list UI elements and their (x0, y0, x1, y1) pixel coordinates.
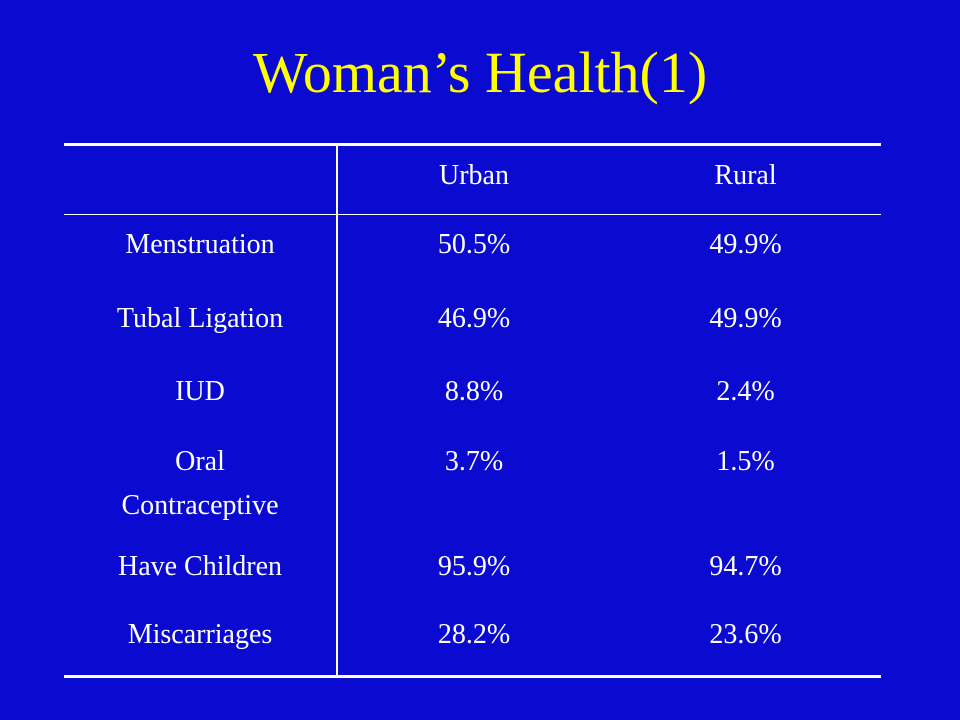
cell-iud-rural: 2.4% (716, 376, 775, 407)
row-label-oral-contraceptive-line2: Contraceptive (121, 490, 279, 521)
cell-tubal-ligation-urban: 46.9% (437, 303, 511, 334)
row-label-miscarriages: Miscarriages (127, 619, 273, 650)
table-top-rule (64, 143, 881, 146)
row-label-tubal-ligation: Tubal Ligation (116, 303, 284, 334)
cell-miscarriages-urban: 28.2% (437, 619, 511, 650)
cell-menstruation-rural: 49.9% (709, 229, 782, 260)
cell-menstruation-urban: 50.5% (437, 229, 511, 260)
data-table: Urban Rural Menstruation 50.5% 49.9% Tub… (64, 143, 881, 679)
column-header-rural: Rural (714, 160, 777, 191)
cell-oral-contraceptive-rural: 1.5% (716, 446, 775, 477)
cell-miscarriages-rural: 23.6% (709, 619, 782, 650)
table-column-divider (336, 143, 338, 678)
row-label-oral-contraceptive-line1: Oral (175, 446, 225, 477)
slide-title: Woman’s Health(1) (252, 40, 708, 105)
cell-have-children-rural: 94.7% (709, 551, 782, 582)
cell-oral-contraceptive-urban: 3.7% (444, 446, 504, 477)
table-bottom-rule (64, 675, 881, 678)
cell-have-children-urban: 95.9% (437, 551, 511, 582)
table-header-rule (64, 214, 881, 215)
row-label-iud: IUD (175, 376, 225, 407)
cell-iud-urban: 8.8% (444, 376, 504, 407)
row-label-have-children: Have Children (117, 551, 283, 582)
row-label-menstruation: Menstruation (125, 229, 275, 260)
column-header-urban: Urban (439, 160, 509, 191)
cell-tubal-ligation-rural: 49.9% (709, 303, 782, 334)
